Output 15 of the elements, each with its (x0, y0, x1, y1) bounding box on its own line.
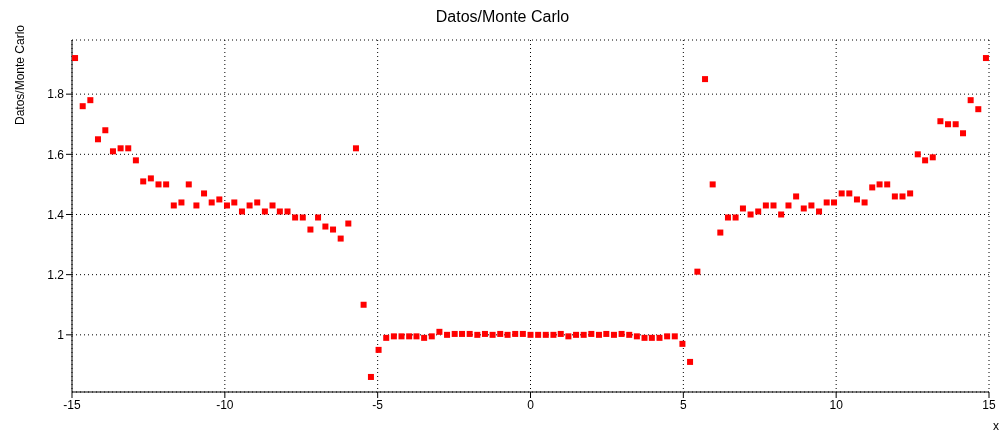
y-axis-title: Datos/Monte Carlo (12, 24, 27, 125)
y-tick-label: 1.2 (47, 267, 65, 282)
y-tick-label: 1 (57, 328, 65, 343)
x-tick-label: 10 (829, 397, 844, 412)
x-tick-label: 0 (527, 397, 535, 412)
x-tick-label: -15 (63, 397, 81, 412)
x-tick-label: 5 (679, 397, 687, 412)
x-tick-label: -5 (372, 397, 384, 412)
y-tick-label: 1.6 (47, 147, 65, 162)
x-tick-label: -10 (216, 397, 234, 412)
x-axis-title: x (993, 419, 999, 433)
y-tick-label: 1.8 (47, 87, 65, 102)
x-tick-label: 15 (982, 397, 996, 412)
chart-title: Datos/Monte Carlo (434, 8, 571, 26)
y-tick-label: 1.4 (47, 207, 65, 222)
